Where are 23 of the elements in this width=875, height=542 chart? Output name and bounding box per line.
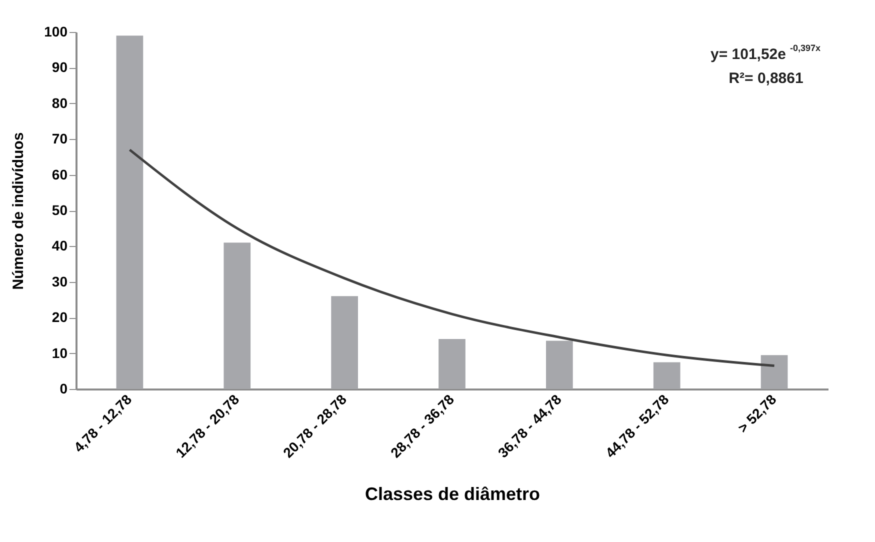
y-tick-label: 70 [52,130,68,147]
y-tick-label: 10 [52,344,68,361]
y-tick-label: 50 [52,202,68,218]
y-tick-label: 80 [52,94,68,111]
bar [331,296,358,389]
annotation: R²= 0,8861 [728,70,804,87]
y-axis-title: Número de indivíduos [10,132,28,290]
y-tick-label: 30 [52,273,68,290]
bar [653,362,680,389]
line-series [128,148,776,368]
bar [438,339,466,389]
bar [224,242,251,389]
y-tick-label: 100 [44,24,68,40]
y-tick-label: 90 [52,59,68,76]
bar [116,36,144,389]
bar [760,355,788,389]
annotation: y= 101,52e-0,397x [710,43,821,63]
x-axis-title: Classes de diâmetro [364,484,540,504]
y-tick-label: 20 [52,309,68,326]
y-tick-label: 40 [52,238,68,254]
y-tick-label: 60 [52,166,68,182]
y-tick-label: 0 [60,380,68,396]
bar [546,340,573,389]
